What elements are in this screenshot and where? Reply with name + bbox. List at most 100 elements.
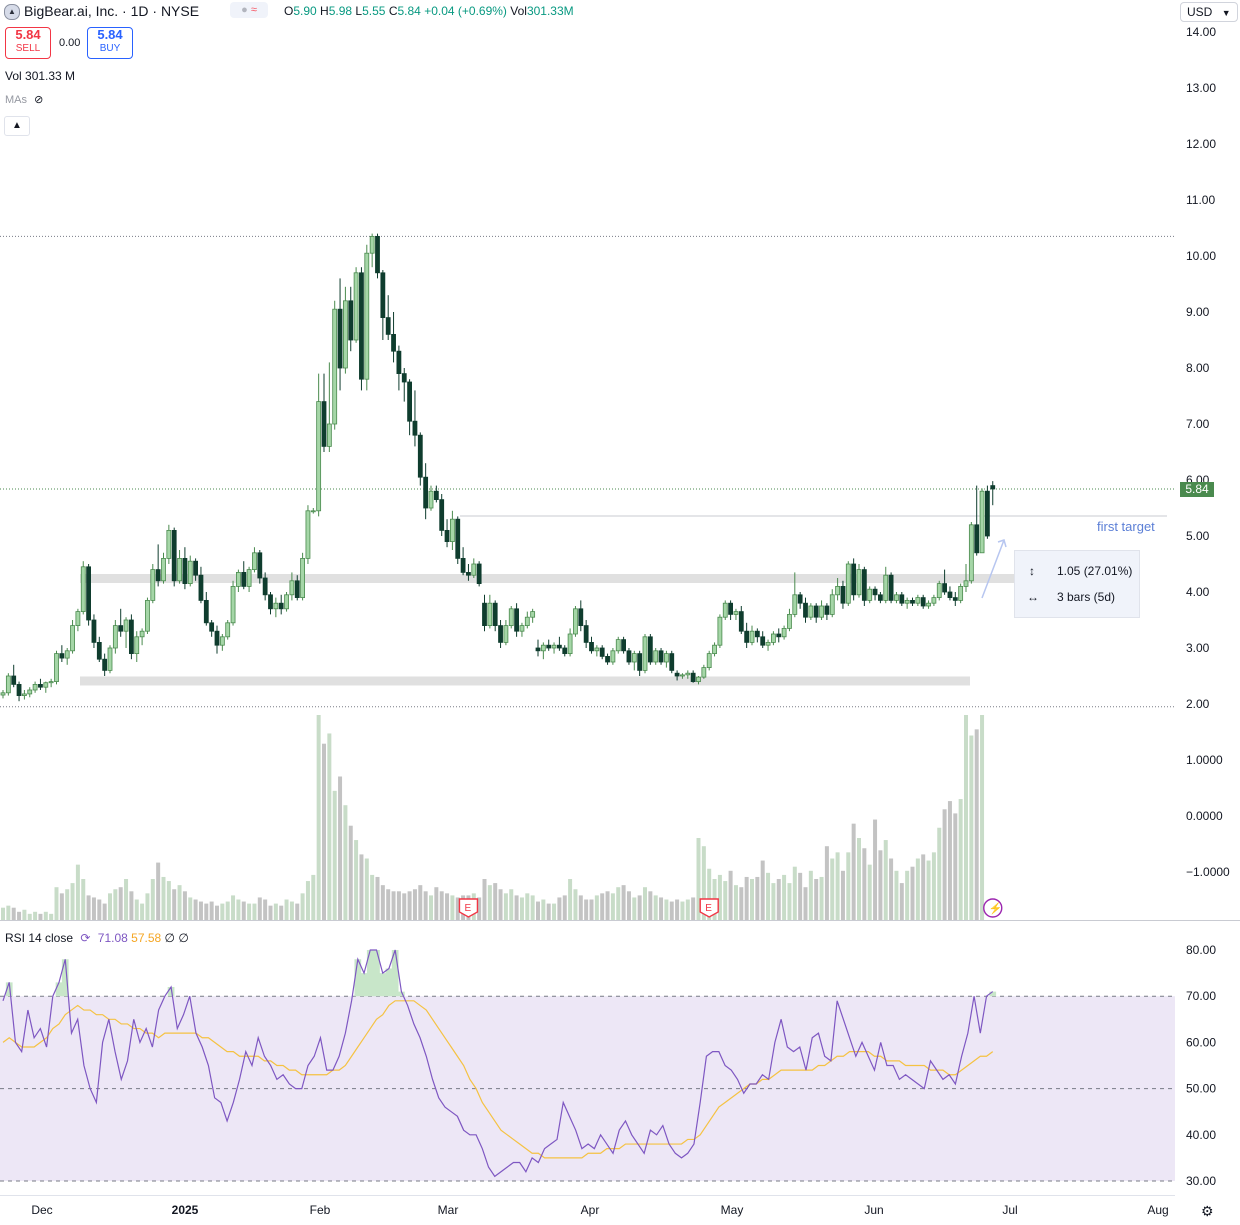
volume-bar [814,879,819,920]
candle-body [235,572,241,587]
candle-body [428,490,434,509]
compare-chip[interactable]: ● ≈ [230,2,268,18]
candle-body [952,597,958,601]
candle-body [894,594,899,601]
rsi-tick-label: 30.00 [1186,1174,1216,1188]
rsi-tick-label: 70.00 [1186,989,1216,1003]
volume-bar [247,903,252,920]
rsi-ma-value: 57.58 [131,931,162,945]
volume-bar [653,895,658,920]
candle-body [385,317,391,335]
volume-bar [161,876,166,920]
volume-bar [830,858,835,920]
price-tick-label: 8.00 [1186,361,1210,375]
volume-bar [696,838,701,920]
volume-bar [43,911,48,920]
measure-bars: 3 bars (5d) [1057,590,1116,604]
volume-bar [177,885,182,920]
candle-body [75,611,81,626]
candle-body [86,566,91,621]
candle-body [112,625,118,649]
candle-body [268,594,273,610]
wave-icon: ≈ [250,4,257,16]
volume-bar [327,733,332,920]
candle-body [867,588,873,601]
candle-body [589,642,594,652]
volume-bar [648,891,653,920]
volume-bar [49,913,54,920]
volume-bar [150,879,155,920]
volume-bar [364,858,369,920]
volume-bar [883,840,888,920]
candle-body [380,272,386,318]
volume-bar [776,879,781,920]
volume-bar [391,891,396,920]
volume-bar [701,846,706,920]
candle-body [722,602,728,618]
volume-bar [643,887,647,920]
volume-bar [370,874,375,920]
candle-body [96,642,102,660]
collapse-legend-button[interactable]: ▲ [4,116,30,136]
candle-body [685,672,691,676]
candle-body [701,667,707,678]
width-icon: ↔ [1027,590,1039,604]
buy-button[interactable]: 5.84 BUY [87,27,133,59]
candle-body [198,574,204,601]
volume-bar [300,893,305,920]
candle-body [145,600,150,632]
rsi-value: 71.08 [97,931,128,945]
candle-body [182,558,188,585]
volume-bar [514,895,519,920]
buy-price: 5.84 [97,27,123,42]
candle-body [696,676,701,682]
candle-body [139,630,145,638]
candle-body [310,510,316,513]
volume-bar [156,862,161,920]
volume-bar [477,897,482,920]
volume-bar [241,901,246,920]
eye-off-icon[interactable]: ⊘ [34,94,44,106]
currency-select[interactable]: USD ▼ [1180,2,1238,22]
refresh-icon[interactable]: ⟳ [80,931,91,945]
symbol-title[interactable]: BigBear.ai, Inc. · 1D · NYSE [24,3,200,19]
candle-body [851,563,857,596]
volume-bars: E E ⚡ [1,715,1002,920]
volume-bar [739,887,744,920]
volume-bar [359,854,364,920]
candle-body [760,636,766,646]
volume-bar [637,895,642,920]
volume-bar [257,897,262,920]
candle-body [706,653,712,668]
volume-bar [707,868,712,920]
spread-value: 0.00 [59,37,81,49]
time-tick-label: Aug [1147,1203,1168,1217]
volume-bar [621,885,626,920]
first-target-label[interactable]: first target [1097,519,1155,534]
candle-body [840,586,846,604]
sell-button[interactable]: 5.84 SELL [5,27,51,59]
volume-bar [402,893,407,920]
mas-legend[interactable]: MAs ⊘ [5,94,44,106]
candle-body [11,675,17,685]
volume-bar [953,813,958,920]
volume-bar [691,897,696,920]
time-tick-label: Dec [31,1203,52,1217]
symbol-icon[interactable]: ▲ [4,4,20,20]
volume-bar [819,876,824,920]
volume-bar [921,854,926,920]
candle-body [599,647,605,657]
volume-bar [632,897,637,920]
candle-body [219,636,225,646]
volume-bar [338,776,343,920]
volume-bar [519,897,524,920]
volume-bar [439,891,444,920]
volume-bar [11,907,16,920]
volume-legend: Vol 301.33 M [5,69,76,83]
volume-bar [86,895,91,920]
settings-icon[interactable]: ⚙ [1201,1203,1214,1219]
volume-bar [937,827,942,920]
candle-body [225,622,231,638]
candle-body [177,558,182,582]
